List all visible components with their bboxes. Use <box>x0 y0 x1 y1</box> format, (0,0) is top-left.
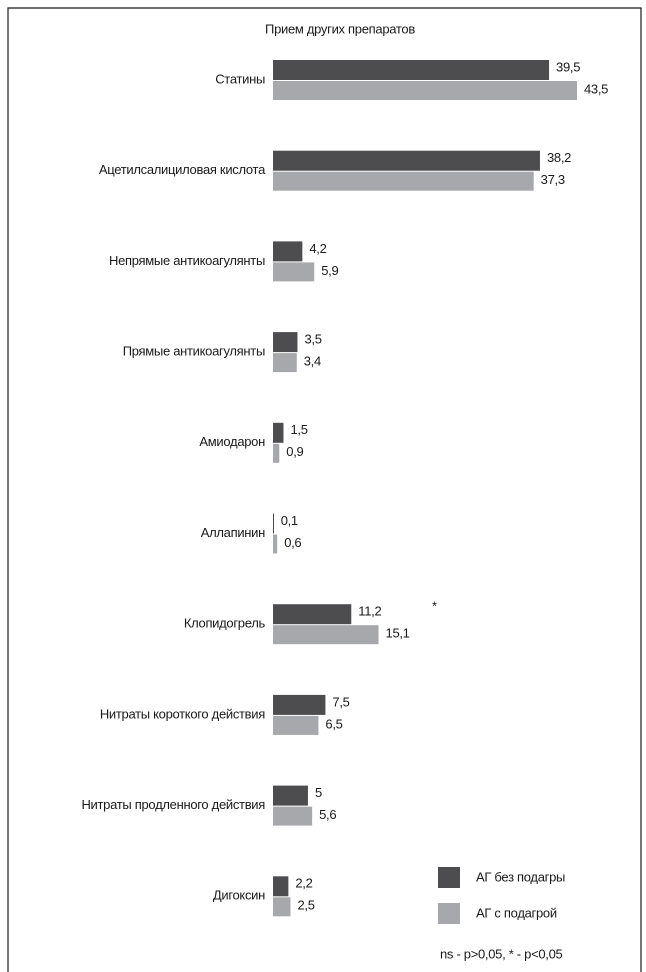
bar <box>273 150 540 171</box>
category-label: Дигоксин <box>213 888 265 903</box>
bar <box>273 81 577 100</box>
value-label: 0,6 <box>284 535 301 550</box>
bar <box>273 534 278 554</box>
bar <box>273 60 550 80</box>
value-label: 7,5 <box>332 694 349 709</box>
bar <box>273 241 303 262</box>
bar <box>273 715 319 735</box>
bar <box>273 171 534 191</box>
value-label: 6,5 <box>325 716 342 731</box>
value-label: 15,1 <box>386 626 410 641</box>
category-label: Статины <box>215 71 265 86</box>
value-label: 39,5 <box>556 59 580 74</box>
value-label: 43,5 <box>584 81 608 96</box>
value-label: 4,2 <box>309 241 326 256</box>
category-label: Клопидогрель <box>184 616 266 631</box>
bar <box>273 262 315 282</box>
bar <box>273 785 308 806</box>
category-label: Аллапинин <box>201 525 265 540</box>
bar <box>273 806 313 826</box>
footnote: ns - p>0,05, * - p<0,05 <box>440 946 563 961</box>
annotation: * <box>432 598 437 613</box>
bar <box>273 332 298 353</box>
value-label: 2,5 <box>297 898 314 913</box>
category-label: Нитраты короткого действия <box>100 706 265 721</box>
category-label: Прямые антикоагулянты <box>123 344 265 359</box>
value-label: 5,9 <box>321 263 338 278</box>
value-label: 0,1 <box>281 513 298 528</box>
category-label: Непрямые антикоагулянты <box>109 253 265 268</box>
category-label: Нитраты продленного действия <box>81 797 265 812</box>
legend-swatch <box>438 903 460 924</box>
category-label: Ацетилсалициловая кислота <box>99 162 266 177</box>
bar <box>273 353 297 373</box>
bar <box>273 694 326 715</box>
bar <box>273 443 280 463</box>
value-label: 37,3 <box>541 172 565 187</box>
value-label: 38,2 <box>547 150 571 165</box>
value-label: 5,6 <box>319 807 336 822</box>
bar <box>273 897 291 917</box>
value-label: 3,4 <box>304 354 321 369</box>
value-label: 3,5 <box>304 332 321 347</box>
value-label: 0,9 <box>286 444 303 459</box>
bar <box>273 876 289 897</box>
legend-swatch <box>438 867 460 888</box>
bar <box>273 625 379 645</box>
value-label: 2,2 <box>295 876 312 891</box>
bar <box>273 422 284 443</box>
bar <box>273 513 274 534</box>
category-label: Амиодарон <box>199 434 265 449</box>
value-label: 11,2 <box>358 604 381 619</box>
value-label: 5 <box>315 785 322 800</box>
legend-label: АГ с подагрой <box>476 905 557 920</box>
bar <box>273 604 352 625</box>
value-label: 1,5 <box>290 422 307 437</box>
legend-label: АГ без подагры <box>476 869 565 884</box>
chart-title: Прием других препаратов <box>265 21 415 36</box>
frame <box>7 7 642 972</box>
